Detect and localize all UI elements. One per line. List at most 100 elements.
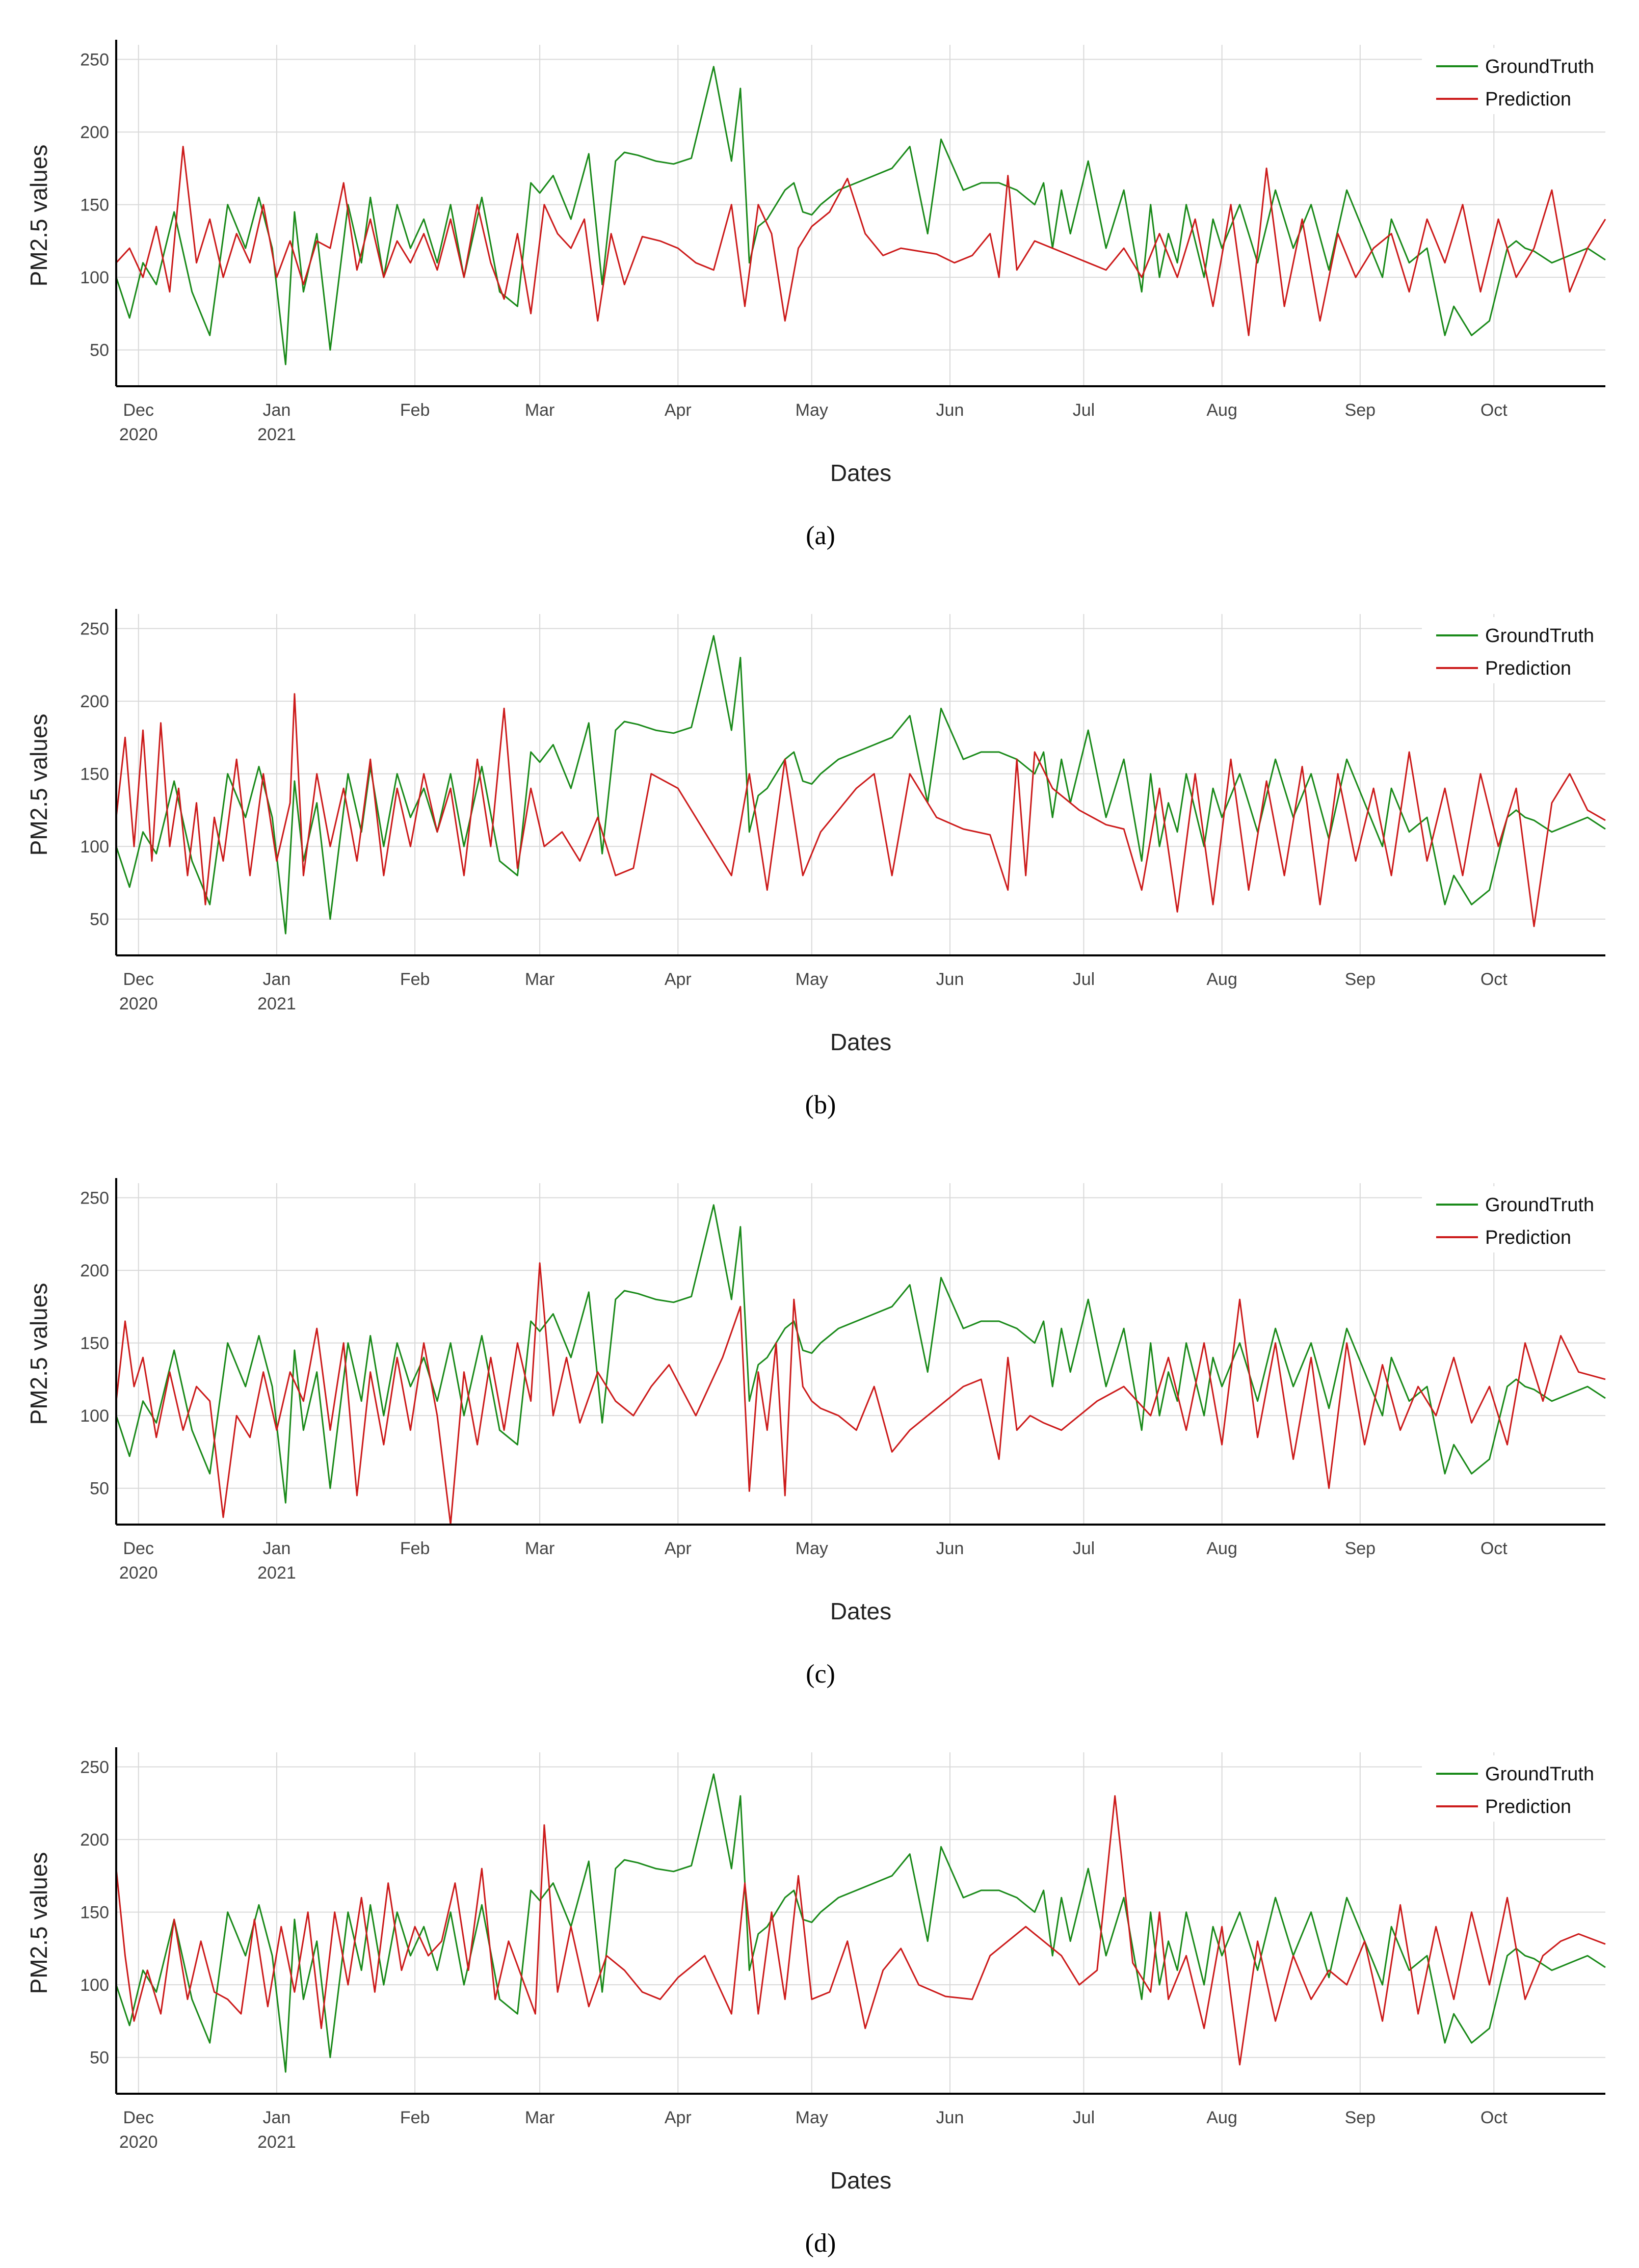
x-tick-label: Jan [263,401,291,420]
x-tick-label: Aug [1206,970,1237,989]
y-tick-label: 150 [80,765,109,784]
x-tick-label: May [796,970,828,989]
x-tick-label: Mar [525,970,555,989]
x-tick-label: Apr [665,1539,692,1558]
y-tick-label: 200 [80,1261,109,1280]
series-line-groundtruth [115,635,1606,935]
x-tick-label: Jan [263,1539,291,1558]
x-tick-label: Jun [936,2108,964,2127]
x-tick-label: Jul [1073,2108,1095,2127]
y-tick-label: 250 [80,1189,109,1208]
series-line-groundtruth [115,1204,1606,1504]
x-tick-label: Aug [1206,401,1237,420]
y-tick-label: 100 [80,1976,109,1995]
y-tick-label: 50 [90,341,109,360]
series-line-groundtruth [115,66,1606,365]
legend: GroundTruth Prediction [1422,48,1608,114]
x-tick-label: Aug [1206,2108,1237,2127]
y-tick-label: 100 [80,1406,109,1426]
x-tick-label: Sep [1345,970,1376,989]
panel-caption: (d) [805,2229,836,2258]
x-tick-sublabel: 2021 [257,425,296,444]
x-tick-label: Sep [1345,401,1376,420]
y-axis-title: PM2.5 values [25,1283,52,1425]
legend-label-groundtruth: GroundTruth [1485,1194,1594,1216]
y-tick-label: 200 [80,123,109,142]
x-tick-label: Dec [123,2108,154,2127]
x-tick-label: Sep [1345,1539,1376,1558]
x-tick-label: Mar [525,1539,555,1558]
legend-label-groundtruth: GroundTruth [1485,625,1594,647]
x-tick-label: Mar [525,401,555,420]
legend-label-prediction: Prediction [1485,1227,1571,1248]
x-tick-sublabel: 2021 [257,994,296,1013]
x-tick-label: Dec [123,970,154,989]
x-tick-label: Jul [1073,1539,1095,1558]
legend-background [1422,1755,1608,1822]
x-tick-label: Apr [665,2108,692,2127]
series-line-prediction [115,693,1606,927]
x-tick-label: May [796,1539,828,1558]
x-tick-sublabel: 2020 [119,1563,158,1583]
x-tick-label: Apr [665,401,692,420]
y-tick-label: 150 [80,1334,109,1353]
x-tick-label: Oct [1481,2108,1508,2127]
y-tick-label: 50 [90,2048,109,2068]
x-tick-label: Jun [936,1539,964,1558]
x-tick-label: Jun [936,401,964,420]
x-axis-title: Dates [830,1598,891,1624]
x-tick-label: Feb [400,1539,430,1558]
x-tick-label: Mar [525,2108,555,2127]
x-tick-label: May [796,2108,828,2127]
series-line-prediction [115,1795,1606,2066]
y-tick-label: 50 [90,910,109,929]
x-tick-label: Feb [400,401,430,420]
x-tick-label: Jan [263,970,291,989]
chart-panel-2: Dec 2020 Jan 2021 Feb Mar Apr May Jun Jul Aug Sep Oc… [25,609,1608,1119]
panel-caption: (c) [806,1660,835,1689]
y-tick-label: 150 [80,196,109,215]
legend-label-prediction: Prediction [1485,89,1571,110]
legend-label-prediction: Prediction [1485,658,1571,679]
panel-caption: (b) [805,1090,836,1119]
x-tick-label: May [796,401,828,420]
x-tick-label: Jul [1073,970,1095,989]
chart-panel-4: Dec 2020 Jan 2021 Feb Mar Apr May Jun Jul Aug Sep Oc… [25,1747,1608,2258]
x-tick-sublabel: 2020 [119,2132,158,2152]
x-tick-label: Jun [936,970,964,989]
legend-background [1422,48,1608,114]
panel-caption: (a) [806,521,835,550]
chart-panel-1: Dec 2020 Jan 2021 Feb Mar Apr May Jun Jul Aug Sep Oc… [25,40,1608,550]
x-tick-label: Aug [1206,1539,1237,1558]
x-axis-title: Dates [830,1029,891,1055]
legend-label-prediction: Prediction [1485,1796,1571,1818]
x-tick-label: Oct [1481,970,1508,989]
y-axis-title: PM2.5 values [25,1852,52,1994]
y-tick-label: 250 [80,620,109,639]
y-tick-label: 150 [80,1903,109,1923]
x-tick-label: Oct [1481,401,1508,420]
y-tick-label: 100 [80,268,109,287]
x-tick-label: Feb [400,2108,430,2127]
x-tick-label: Jan [263,2108,291,2127]
x-tick-label: Dec [123,1539,154,1558]
x-tick-sublabel: 2021 [257,1563,296,1583]
y-tick-label: 250 [80,1758,109,1777]
x-tick-sublabel: 2020 [119,994,158,1013]
series-line-prediction [115,1262,1606,1526]
x-tick-label: Sep [1345,2108,1376,2127]
x-tick-sublabel: 2021 [257,2132,296,2152]
chart-panel-3: Dec 2020 Jan 2021 Feb Mar Apr May Jun Jul Aug Sep Oc… [25,1178,1608,1689]
series-line-groundtruth [115,1773,1606,2073]
x-tick-label: Dec [123,401,154,420]
x-axis-title: Dates [830,460,891,486]
x-axis-title: Dates [830,2167,891,2194]
y-tick-label: 250 [80,50,109,70]
x-tick-label: Apr [665,970,692,989]
y-tick-label: 200 [80,692,109,711]
legend: GroundTruth Prediction [1422,1755,1608,1822]
x-tick-label: Feb [400,970,430,989]
legend-background [1422,1186,1608,1252]
series-line-prediction [115,146,1606,336]
